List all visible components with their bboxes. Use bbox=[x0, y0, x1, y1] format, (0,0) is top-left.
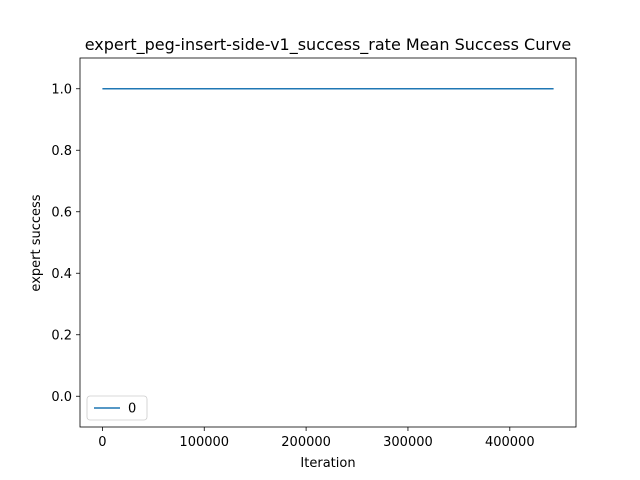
y-tick-label: 0.6 bbox=[51, 205, 72, 220]
x-tick-label: 300000 bbox=[383, 435, 433, 450]
y-tick-label: 0.8 bbox=[51, 144, 72, 159]
x-axis: 0 100000 200000 300000 400000 bbox=[98, 427, 535, 450]
x-tick-label: 200000 bbox=[281, 435, 331, 450]
y-axis-label: expert success bbox=[29, 194, 44, 291]
x-tick-label: 0 bbox=[98, 435, 106, 450]
y-tick-label: 0.2 bbox=[51, 328, 72, 343]
y-axis: 0.0 0.2 0.4 0.6 0.8 1.0 bbox=[51, 82, 80, 405]
y-tick-label: 1.0 bbox=[51, 82, 72, 97]
x-axis-label: Iteration bbox=[300, 456, 355, 471]
legend-label: 0 bbox=[128, 402, 136, 417]
x-tick-label: 100000 bbox=[179, 435, 229, 450]
legend: 0 bbox=[86, 395, 148, 421]
y-tick-label: 0.4 bbox=[51, 267, 72, 282]
x-tick-label: 400000 bbox=[485, 435, 535, 450]
y-tick-label: 0.0 bbox=[51, 390, 72, 405]
axes-frame bbox=[79, 57, 577, 428]
chart-title: expert_peg-insert-side-v1_success_rate M… bbox=[85, 35, 572, 55]
plot-area bbox=[79, 57, 577, 428]
